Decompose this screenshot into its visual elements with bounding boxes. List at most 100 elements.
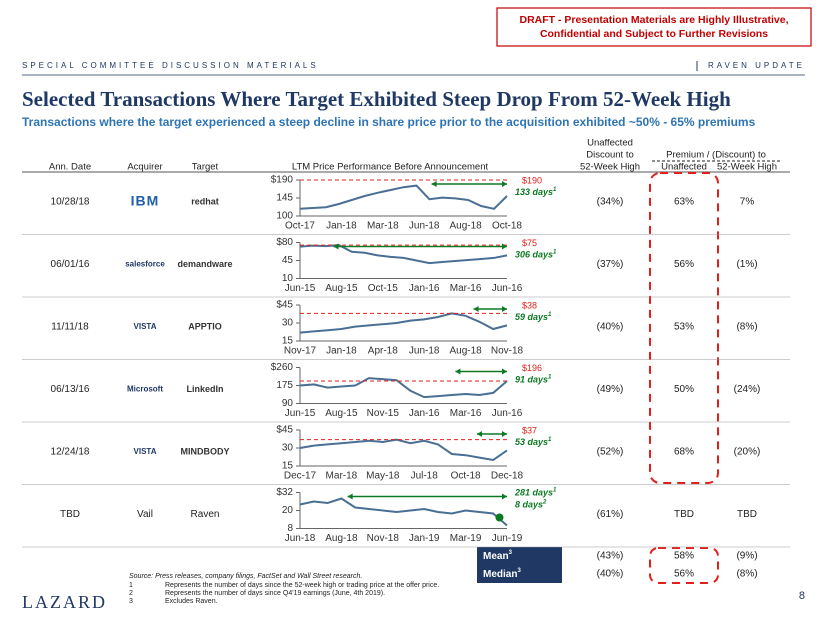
y-tick-label: 30 — [282, 443, 294, 454]
x-tick-label: Aug-18 — [449, 221, 482, 232]
col-discount: Discount to — [586, 150, 634, 161]
premium-unaffected: 50% — [674, 384, 694, 395]
annotation-text: Mean — [483, 551, 509, 562]
y-tick-label: 100 — [276, 211, 293, 222]
y-tick-label: $32 — [276, 487, 293, 498]
highlight — [649, 172, 719, 484]
x-tick-label: Nov-17 — [284, 346, 317, 357]
annotation: 59 days1 — [515, 312, 552, 323]
x-tick-label: Jan-18 — [326, 346, 357, 357]
annotation-text: 8 days — [515, 500, 543, 510]
annotation-text: 306 days — [515, 250, 553, 260]
footnote-text: Represents the number of days since the … — [165, 582, 439, 589]
y-tick-label: 145 — [276, 193, 293, 204]
footnote-number: 1 — [129, 582, 133, 589]
title: Selected Transactions Where Target Exhib… — [22, 87, 731, 111]
x-tick-label: Jan-18 — [326, 221, 357, 232]
premium-high: 7% — [740, 197, 755, 208]
x-tick-label: Jun-19 — [492, 533, 523, 544]
premium-unaffected: 63% — [674, 197, 694, 208]
ann-date: 06/13/16 — [51, 384, 90, 395]
x-tick-label: Nov-18 — [367, 533, 400, 544]
target: redhat — [191, 196, 219, 206]
y-tick-label: 15 — [282, 461, 294, 472]
source: Source: Press releases, company filings,… — [129, 573, 362, 580]
acquirer: Vail — [137, 509, 153, 520]
footnote-ref: 1 — [553, 187, 557, 193]
discount: (49%) — [597, 384, 624, 395]
footnote-ref: 3 — [517, 568, 521, 574]
x-tick-label: Nov-18 — [491, 346, 524, 357]
acquirer: VISTA — [134, 447, 157, 456]
premium-unaffected: TBD — [674, 509, 694, 520]
y-tick-label: 175 — [276, 380, 293, 391]
high-label: $190 — [522, 175, 542, 185]
footnote-number: 3 — [129, 598, 133, 605]
target: MINDBODY — [181, 446, 230, 456]
y-tick-label: 20 — [282, 505, 294, 516]
discount: (37%) — [597, 259, 624, 270]
premium-high: (20%) — [734, 447, 761, 458]
annotation-text: 53 days — [515, 437, 548, 447]
annotation-text: 133 days — [515, 187, 553, 197]
x-tick-label: Mar-19 — [450, 533, 482, 544]
target: Raven — [191, 509, 220, 520]
x-tick-label: Jun-16 — [492, 408, 523, 419]
x-tick-label: Jul-18 — [411, 471, 439, 482]
y-tick-label: $260 — [271, 362, 294, 373]
x-tick-label: Aug-18 — [449, 346, 482, 357]
footnote-ref: 1 — [548, 374, 552, 380]
premium-unaffected: 53% — [674, 322, 694, 333]
discount: (34%) — [597, 197, 624, 208]
price-line — [299, 312, 508, 334]
price-line — [299, 244, 508, 265]
premium-high: (1%) — [736, 259, 757, 270]
y-tick-label: 8 — [287, 523, 293, 534]
annotation-text: 281 days — [514, 488, 553, 498]
discount: (43%) — [597, 551, 624, 562]
discount: (61%) — [597, 509, 624, 520]
footnote-ref: 2 — [542, 499, 547, 505]
x-tick-label: Mar-16 — [450, 408, 482, 419]
discount: (52%) — [597, 447, 624, 458]
premium-unaffected: 56% — [674, 259, 694, 270]
annotation-text: Median — [483, 569, 517, 580]
x-tick-label: Oct-18 — [451, 471, 481, 482]
section-right: RAVEN UPDATE — [708, 61, 805, 70]
footnote-number: 2 — [129, 590, 133, 597]
price-line — [299, 497, 508, 527]
y-tick-label: 45 — [282, 255, 294, 266]
section-label: SPECIAL COMMITTEE DISCUSSION MATERIALS — [22, 61, 319, 70]
footnote-ref: 1 — [553, 249, 557, 255]
x-tick-label: Jun-18 — [409, 346, 440, 357]
ann-date: 10/28/18 — [51, 197, 90, 208]
annotation: 8 days2 — [515, 499, 547, 510]
x-tick-label: Jun-15 — [285, 408, 316, 419]
acquirer: Microsoft — [127, 385, 163, 394]
x-tick-label: Jan-16 — [409, 408, 440, 419]
y-tick-label: $190 — [271, 175, 294, 186]
col-target: Target — [192, 162, 219, 173]
col-premium-unaffected: Unaffected — [661, 162, 707, 173]
high-label: $196 — [522, 363, 542, 373]
annotation: 306 days1 — [515, 249, 557, 260]
acquirer: VISTA — [134, 322, 157, 331]
premium-high: (24%) — [734, 384, 761, 395]
summary-box — [477, 547, 562, 583]
annotation: 133 days1 — [515, 187, 557, 198]
x-tick-label: Oct-17 — [285, 221, 315, 232]
y-tick-label: $45 — [276, 300, 293, 311]
premium-high: (8%) — [736, 322, 757, 333]
ann-date: 06/01/16 — [51, 259, 90, 270]
y-tick-label: 90 — [282, 398, 294, 409]
footnote-ref: 1 — [553, 487, 557, 493]
annotation: 53 days1 — [515, 437, 552, 448]
target: demandware — [177, 259, 232, 269]
price-line — [299, 377, 508, 399]
highlight — [649, 547, 719, 584]
draft-line: Confidential and Subject to Further Revi… — [540, 28, 768, 40]
footnote-text: Represents the number of days since Q4'1… — [165, 590, 385, 597]
x-tick-label: Dec-18 — [491, 471, 524, 482]
x-tick-label: Mar-18 — [326, 471, 358, 482]
footnote-text: Excludes Raven. — [165, 598, 218, 605]
